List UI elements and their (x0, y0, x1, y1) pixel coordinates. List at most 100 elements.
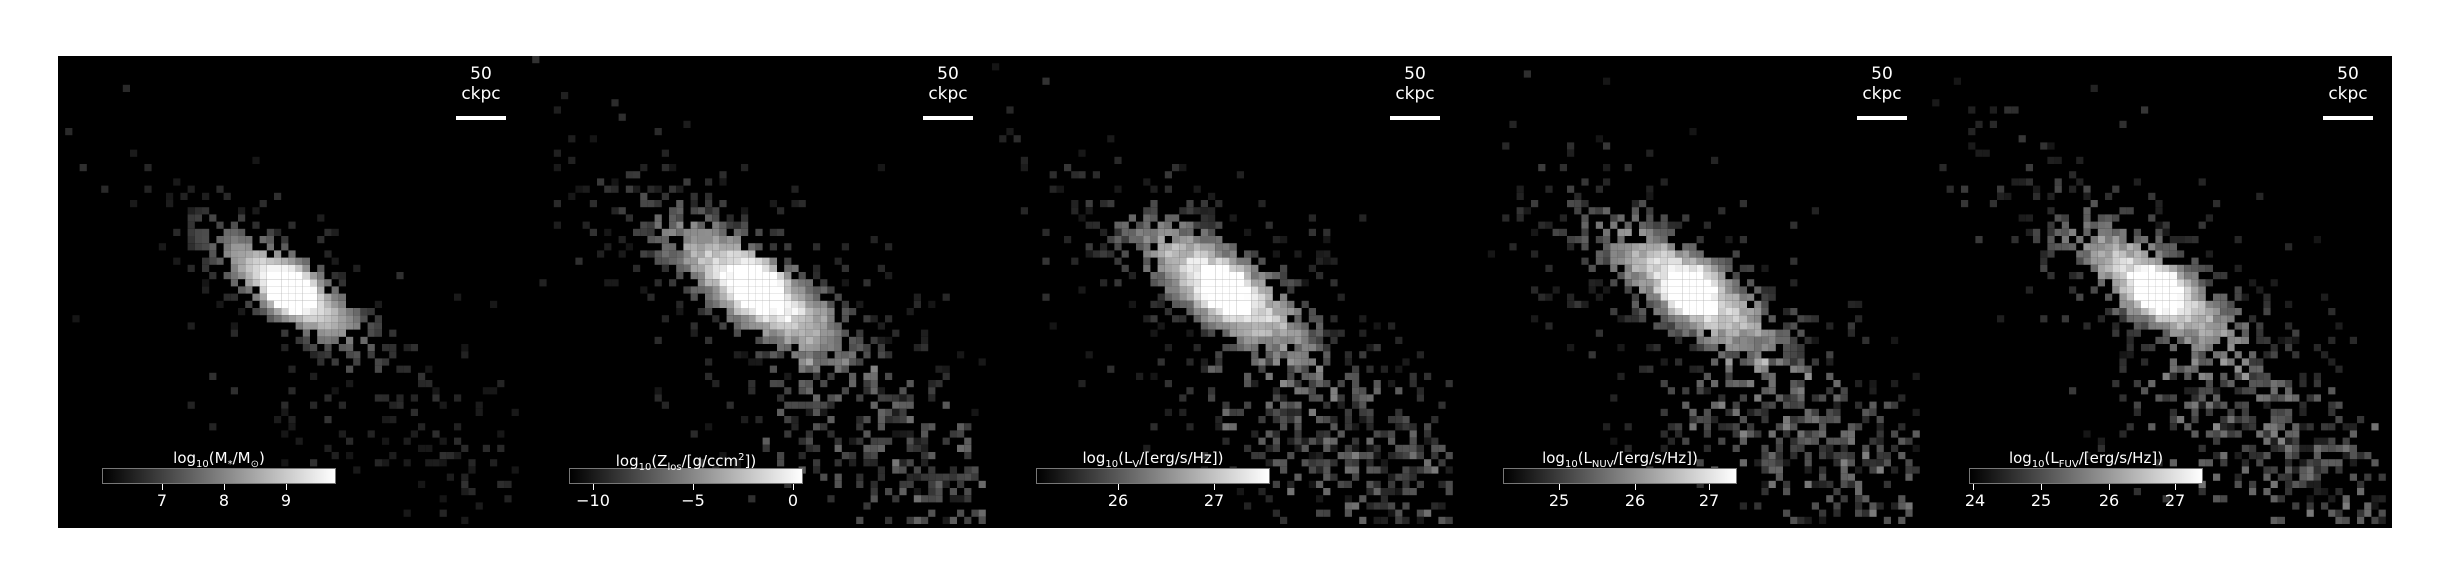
map-pixel (2321, 444, 2329, 452)
map-pixel (1819, 452, 1827, 460)
map-pixel (1855, 401, 1863, 409)
map-pixel (1775, 336, 1783, 344)
map-pixel (425, 380, 433, 388)
map-pixel (1667, 315, 1675, 323)
map-pixel (1660, 272, 1668, 280)
map-pixel (1280, 293, 1288, 301)
map-pixel (1739, 459, 1747, 467)
map-pixel (2155, 243, 2163, 251)
map-pixel (1179, 243, 1187, 251)
map-pixel (2285, 488, 2293, 496)
map-pixel (741, 264, 749, 272)
map-pixel (2141, 387, 2149, 395)
map-pixel (1696, 336, 1704, 344)
map-pixel (461, 351, 469, 359)
map-pixel (1164, 279, 1172, 287)
map-pixel (877, 394, 885, 402)
panel-fuv-band: 50 ckpc log10(LFUV/[erg/s/Hz]) 24 25 26 … (1925, 56, 2392, 528)
map-pixel (834, 365, 842, 373)
map-pixel (999, 135, 1007, 143)
map-pixel (1876, 459, 1884, 467)
map-pixel (669, 243, 677, 251)
map-pixel (2162, 394, 2170, 402)
map-pixel (2270, 380, 2278, 388)
map-pixel (1696, 329, 1704, 337)
map-pixel (1811, 408, 1819, 416)
map-pixel (1968, 142, 1976, 150)
map-pixel (726, 401, 734, 409)
map-pixel (741, 221, 749, 229)
map-pixel (712, 264, 720, 272)
map-pixel (252, 156, 260, 164)
map-pixel (1380, 502, 1388, 510)
map-pixel (813, 293, 821, 301)
map-pixel (2177, 300, 2185, 308)
map-pixel (2234, 322, 2242, 330)
map-pixel (769, 300, 777, 308)
map-pixel (885, 394, 893, 402)
map-pixel (2313, 459, 2321, 467)
map-pixel (396, 365, 404, 373)
map-pixel (921, 423, 929, 431)
tick-label: 8 (218, 491, 230, 510)
map-pixel (1222, 279, 1230, 287)
tick-label: −10 (576, 491, 610, 510)
map-pixel (676, 272, 684, 280)
map-pixel (733, 308, 741, 316)
map-pixel (1783, 430, 1791, 438)
map-pixel (870, 495, 878, 503)
map-pixel (834, 336, 842, 344)
map-pixel (820, 322, 828, 330)
map-pixel (1236, 329, 1244, 337)
map-pixel (719, 257, 727, 265)
map-pixel (2033, 228, 2041, 236)
map-pixel (827, 372, 835, 380)
map-pixel (1711, 279, 1719, 287)
map-pixel (2292, 444, 2300, 452)
map-pixel (2371, 423, 2379, 431)
map-pixel (1409, 380, 1417, 388)
map-pixel (1783, 423, 1791, 431)
map-pixel (2083, 257, 2091, 265)
map-pixel (1251, 264, 1259, 272)
map-pixel (2313, 444, 2321, 452)
map-pixel (2141, 300, 2149, 308)
map-pixel (1136, 221, 1144, 229)
map-pixel (1143, 250, 1151, 258)
map-pixel (1847, 329, 1855, 337)
map-pixel (1186, 250, 1194, 258)
map-pixel (1754, 351, 1762, 359)
map-pixel (1301, 437, 1309, 445)
map-pixel (2083, 192, 2091, 200)
map-pixel (2313, 380, 2321, 388)
map-pixel (1222, 293, 1230, 301)
map-pixel (338, 279, 346, 287)
map-pixel (1236, 308, 1244, 316)
map-pixel (1251, 430, 1259, 438)
map-pixel (2083, 228, 2091, 236)
map-pixel (1179, 264, 1187, 272)
map-pixel (2306, 502, 2314, 510)
map-pixel (733, 322, 741, 330)
map-pixel (317, 272, 325, 280)
map-pixel (1157, 228, 1165, 236)
map-pixel (2169, 250, 2177, 258)
map-pixel (1819, 516, 1827, 524)
map-pixel (1366, 437, 1374, 445)
map-pixel (805, 430, 813, 438)
scale-bar: 50 ckpc (918, 64, 978, 120)
map-pixel (805, 279, 813, 287)
map-pixel (870, 372, 878, 380)
map-pixel (468, 459, 476, 467)
map-pixel (1639, 221, 1647, 229)
map-pixel (762, 286, 770, 294)
map-pixel (1272, 344, 1280, 352)
map-pixel (2126, 315, 2134, 323)
map-pixel (553, 164, 561, 172)
map-pixel (2141, 358, 2149, 366)
map-pixel (238, 228, 246, 236)
map-pixel (690, 192, 698, 200)
map-pixel (2133, 380, 2141, 388)
map-pixel (1402, 480, 1410, 488)
map-pixel (1667, 300, 1675, 308)
